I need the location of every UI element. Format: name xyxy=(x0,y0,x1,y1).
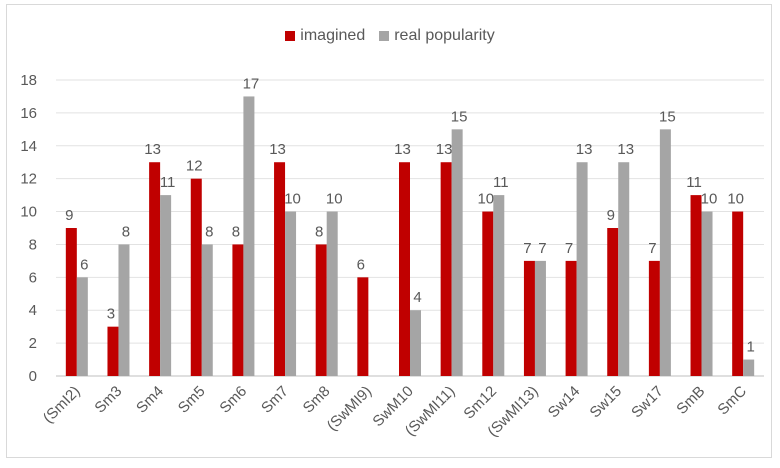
bar-0-11 xyxy=(523,260,535,376)
bar-0-0 xyxy=(65,228,77,376)
y-tick-label: 2 xyxy=(29,335,37,352)
x-tick-label: Sm12 xyxy=(460,383,500,423)
data-label: 6 xyxy=(80,256,88,273)
data-label: 15 xyxy=(659,108,676,125)
data-label: 8 xyxy=(315,223,323,240)
bar-0-12 xyxy=(565,260,577,376)
y-tick-label: 6 xyxy=(29,269,37,286)
y-tick-label: 10 xyxy=(20,204,37,221)
data-label: 10 xyxy=(326,191,343,208)
data-label: 15 xyxy=(451,108,468,125)
bar-1-16 xyxy=(743,359,755,376)
data-label: 7 xyxy=(565,240,573,257)
bar-1-0 xyxy=(76,277,88,376)
data-label: 13 xyxy=(436,141,453,158)
y-tick-label: 4 xyxy=(29,302,37,319)
data-label: 13 xyxy=(576,141,593,158)
bar-1-6 xyxy=(326,211,338,376)
bar-1-4 xyxy=(243,96,255,376)
x-tick-label: Sm8 xyxy=(300,383,334,417)
bar-1-1 xyxy=(118,244,130,376)
data-label: 7 xyxy=(538,240,546,257)
bar-1-8 xyxy=(410,310,421,376)
legend-swatch-imagined xyxy=(285,31,296,41)
y-tick-label: 16 xyxy=(20,105,37,122)
x-tick-label: (SwMI9) xyxy=(324,383,376,435)
data-label: 9 xyxy=(607,207,615,224)
bar-0-15 xyxy=(690,195,702,376)
bar-0-5 xyxy=(274,162,286,376)
data-label: 12 xyxy=(186,158,203,175)
bar-0-8 xyxy=(399,162,410,376)
data-label: 11 xyxy=(493,174,509,191)
data-label: 17 xyxy=(243,75,260,92)
data-label: 1 xyxy=(747,339,755,356)
x-tick-label: Sw15 xyxy=(587,383,626,422)
bar-1-11 xyxy=(534,260,546,376)
bar-0-2 xyxy=(149,162,161,376)
bar-1-9 xyxy=(451,129,463,376)
data-label: 4 xyxy=(413,289,421,306)
x-tick-label: SmB xyxy=(673,383,708,418)
data-label: 8 xyxy=(122,223,130,240)
bar-1-3 xyxy=(201,244,213,376)
legend-label-imagined: imagined xyxy=(300,27,366,44)
x-tick-label: Sw14 xyxy=(545,383,584,422)
x-tick-label: Sm6 xyxy=(216,383,250,417)
bar-0-1 xyxy=(107,326,119,376)
data-label: 6 xyxy=(357,256,365,273)
data-label: 7 xyxy=(523,240,531,257)
legend: imagined real popularity xyxy=(0,27,780,45)
data-label: 10 xyxy=(701,191,718,208)
x-tick-label: Sm7 xyxy=(258,383,292,417)
data-label: 13 xyxy=(144,141,161,158)
data-label: 13 xyxy=(269,141,286,158)
bar-1-15 xyxy=(701,211,713,376)
bar-1-13 xyxy=(618,162,630,376)
bar-0-4 xyxy=(232,244,244,376)
bar-1-5 xyxy=(285,211,297,376)
x-tick-label: Sm4 xyxy=(133,383,167,417)
x-tick-label: SmC xyxy=(714,383,750,419)
data-label: 10 xyxy=(477,191,494,208)
data-label: 8 xyxy=(232,223,240,240)
bar-0-9 xyxy=(440,162,452,376)
legend-swatch-real-popularity xyxy=(379,31,390,41)
legend-label-real-popularity: real popularity xyxy=(394,27,495,44)
data-label: 13 xyxy=(617,141,634,158)
bar-0-10 xyxy=(482,211,494,376)
data-label: 11 xyxy=(686,174,702,191)
data-label: 10 xyxy=(284,191,301,208)
y-tick-label: 12 xyxy=(20,171,37,188)
bar-0-3 xyxy=(190,178,202,376)
y-tick-label: 14 xyxy=(20,138,37,155)
bar-1-12 xyxy=(576,162,588,376)
legend-item-real-popularity: real popularity xyxy=(379,27,495,45)
data-label: 3 xyxy=(107,306,115,323)
bar-1-2 xyxy=(160,195,172,376)
x-tick-label: Sw17 xyxy=(628,383,667,422)
x-tick-label: Sm5 xyxy=(175,383,209,417)
y-tick-label: 18 xyxy=(20,72,37,89)
bar-1-10 xyxy=(493,195,505,376)
bar-0-16 xyxy=(732,211,744,376)
bar-0-14 xyxy=(648,260,660,376)
y-tick-label: 0 xyxy=(29,368,37,385)
y-tick-label: 8 xyxy=(29,236,37,253)
legend-item-imagined: imagined xyxy=(285,27,365,45)
x-tick-label: Sm3 xyxy=(91,383,125,417)
data-label: 9 xyxy=(65,207,73,224)
x-tick-label: (SmI2) xyxy=(40,383,84,427)
bar-0-13 xyxy=(607,228,619,376)
data-label: 11 xyxy=(160,174,176,191)
data-label: 7 xyxy=(648,240,656,257)
bar-1-14 xyxy=(659,129,671,376)
data-label: 13 xyxy=(394,141,411,158)
data-label: 8 xyxy=(205,223,213,240)
data-label: 10 xyxy=(727,191,744,208)
bar-0-6 xyxy=(315,244,327,376)
bar-0-7 xyxy=(357,277,369,376)
